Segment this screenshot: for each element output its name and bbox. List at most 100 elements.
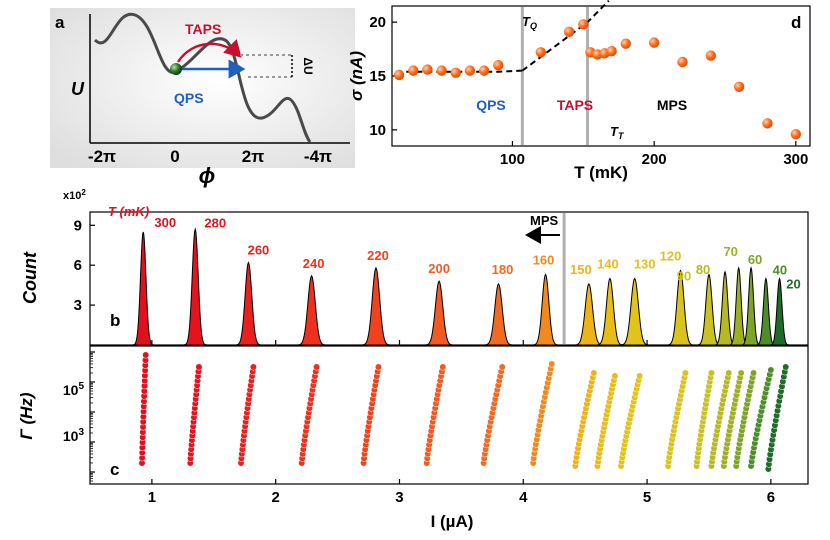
c-xtick-label: 1 xyxy=(148,489,156,506)
delta-u-label: ΔU xyxy=(301,57,315,74)
c-rate-point xyxy=(636,372,644,380)
tt-label-sub: T xyxy=(618,131,625,141)
c-xtick-label: 5 xyxy=(643,489,651,506)
panel-b-peak-labels: 300 280 260 240 220 200 180 160 150 140 130 120 90 80… xyxy=(154,215,800,292)
d-data-point xyxy=(493,60,504,71)
phase-particle xyxy=(170,63,182,75)
panel-b-series-title: T (mK) xyxy=(108,204,149,219)
tt-label: TT xyxy=(610,124,625,141)
b-histogram-peak xyxy=(595,277,624,345)
b-peak-temperature-label: 130 xyxy=(634,257,656,272)
b-peak-temperature-label: 90 xyxy=(677,269,691,284)
d-data-point xyxy=(422,64,433,75)
b-histogram-peak xyxy=(483,282,514,345)
panel-b-scale-base: x10 xyxy=(63,190,81,202)
d-data-point xyxy=(705,50,717,61)
b-histogram-peak xyxy=(619,277,650,345)
c-rate-point xyxy=(249,363,257,371)
b-histogram-peak xyxy=(131,231,155,345)
panel-c-ylabel: Γ (Hz) xyxy=(17,392,36,440)
panel-b-label: b xyxy=(110,311,120,330)
d-xtick-label: 300 xyxy=(783,151,808,168)
d-ytick-label: 20 xyxy=(369,14,386,31)
b-peak-temperature-label: 280 xyxy=(204,215,226,230)
b-peak-temperature-label: 60 xyxy=(748,252,762,267)
b-histogram-peak xyxy=(713,270,737,345)
panel-a-ylabel: U xyxy=(71,79,85,99)
c-rate-point xyxy=(725,369,733,377)
d-data-point xyxy=(606,46,617,57)
b-histogram-peak xyxy=(666,269,695,345)
panel-a-background xyxy=(50,8,355,168)
b-histogram-peak xyxy=(234,261,262,345)
panel-b-scale-exp: 2 xyxy=(81,188,86,197)
panel-d-xlabel: T (mK) xyxy=(574,163,628,182)
c-xtick-label: 2 xyxy=(272,489,280,506)
c-rate-point xyxy=(681,369,689,377)
b-histogram-peak xyxy=(728,266,749,345)
b-histogram-peak xyxy=(696,273,722,345)
b-ytick-label: 6 xyxy=(74,257,82,274)
c-rate-point xyxy=(590,369,598,377)
b-histogram-peak xyxy=(296,274,327,345)
b-peak-temperature-label: 40 xyxy=(773,263,787,278)
c-rate-point xyxy=(548,360,556,368)
panel-c-ytick-low-base: 10 xyxy=(63,428,79,444)
panel-a-tick-neg4pi: -4π xyxy=(304,147,332,166)
b-peak-temperature-label: 140 xyxy=(597,257,619,272)
d-data-point xyxy=(464,65,476,76)
b-histogram-peak xyxy=(531,273,559,345)
b-peak-temperature-label: 160 xyxy=(533,253,555,268)
panel-c-ytick-high: 105 xyxy=(63,381,85,398)
d-data-point xyxy=(535,47,546,58)
d-qps-label: QPS xyxy=(476,97,506,113)
c-xtick-label: 6 xyxy=(767,489,775,506)
c-rate-point xyxy=(767,366,775,374)
panel-a-potential-diagram: a U TAPS QPS ΔU -2π 0 2π -4π ϕ xyxy=(50,8,355,188)
d-ytick-label: 10 xyxy=(369,122,386,139)
d-data-point xyxy=(648,37,660,48)
c-xtick-label: 4 xyxy=(519,489,528,506)
b-histogram-peak xyxy=(360,266,391,345)
taps-label: TAPS xyxy=(185,21,221,37)
b-peak-temperature-label: 300 xyxy=(154,215,176,230)
c-rate-point xyxy=(782,363,790,371)
d-data-point xyxy=(762,118,773,129)
panel-a-tick-2pi: 2π xyxy=(242,147,264,166)
b-peak-temperature-label: 200 xyxy=(428,261,450,276)
d-data-point xyxy=(733,81,745,92)
panel-d-label: d xyxy=(791,13,801,32)
b-histogram-peak xyxy=(182,227,208,345)
c-rate-point xyxy=(737,369,745,377)
c-rate-point xyxy=(374,363,382,371)
b-histogram-peak xyxy=(755,277,776,345)
d-ytick-label: 15 xyxy=(369,68,386,85)
b-peak-temperature-label: 180 xyxy=(492,262,514,277)
d-mps-label: MPS xyxy=(657,97,687,113)
d-data-point xyxy=(393,69,405,81)
panel-c-ytick-high-exp: 5 xyxy=(78,381,84,392)
b-ytick-label: 3 xyxy=(74,297,82,314)
b-histogram-peak xyxy=(573,282,604,345)
b-peak-temperature-label: 220 xyxy=(367,248,389,263)
panel-b-scale: x102 xyxy=(63,188,86,202)
b-ytick-label: 9 xyxy=(74,217,82,234)
c-rate-point xyxy=(313,363,320,371)
b-peak-temperature-label: 70 xyxy=(723,244,737,259)
b-peak-temperature-label: 120 xyxy=(660,249,682,264)
panel-d-ylabel-text: σ (nA) xyxy=(347,51,366,101)
tq-label: TQ xyxy=(522,14,537,31)
panel-c-points xyxy=(138,351,790,473)
c-rate-point xyxy=(195,363,203,371)
panel-c-ytick-high-base: 10 xyxy=(63,382,79,398)
b-histogram-peak xyxy=(769,277,790,345)
panel-d-regime-lines xyxy=(520,7,590,145)
d-data-point xyxy=(677,56,688,68)
b-peak-temperature-label: 150 xyxy=(570,262,592,277)
b-mps-label: MPS xyxy=(530,213,559,228)
c-rate-point xyxy=(707,369,715,377)
panel-d-fit-lines xyxy=(396,0,610,73)
c-rate-point xyxy=(611,372,619,380)
qps-label: QPS xyxy=(174,90,204,106)
